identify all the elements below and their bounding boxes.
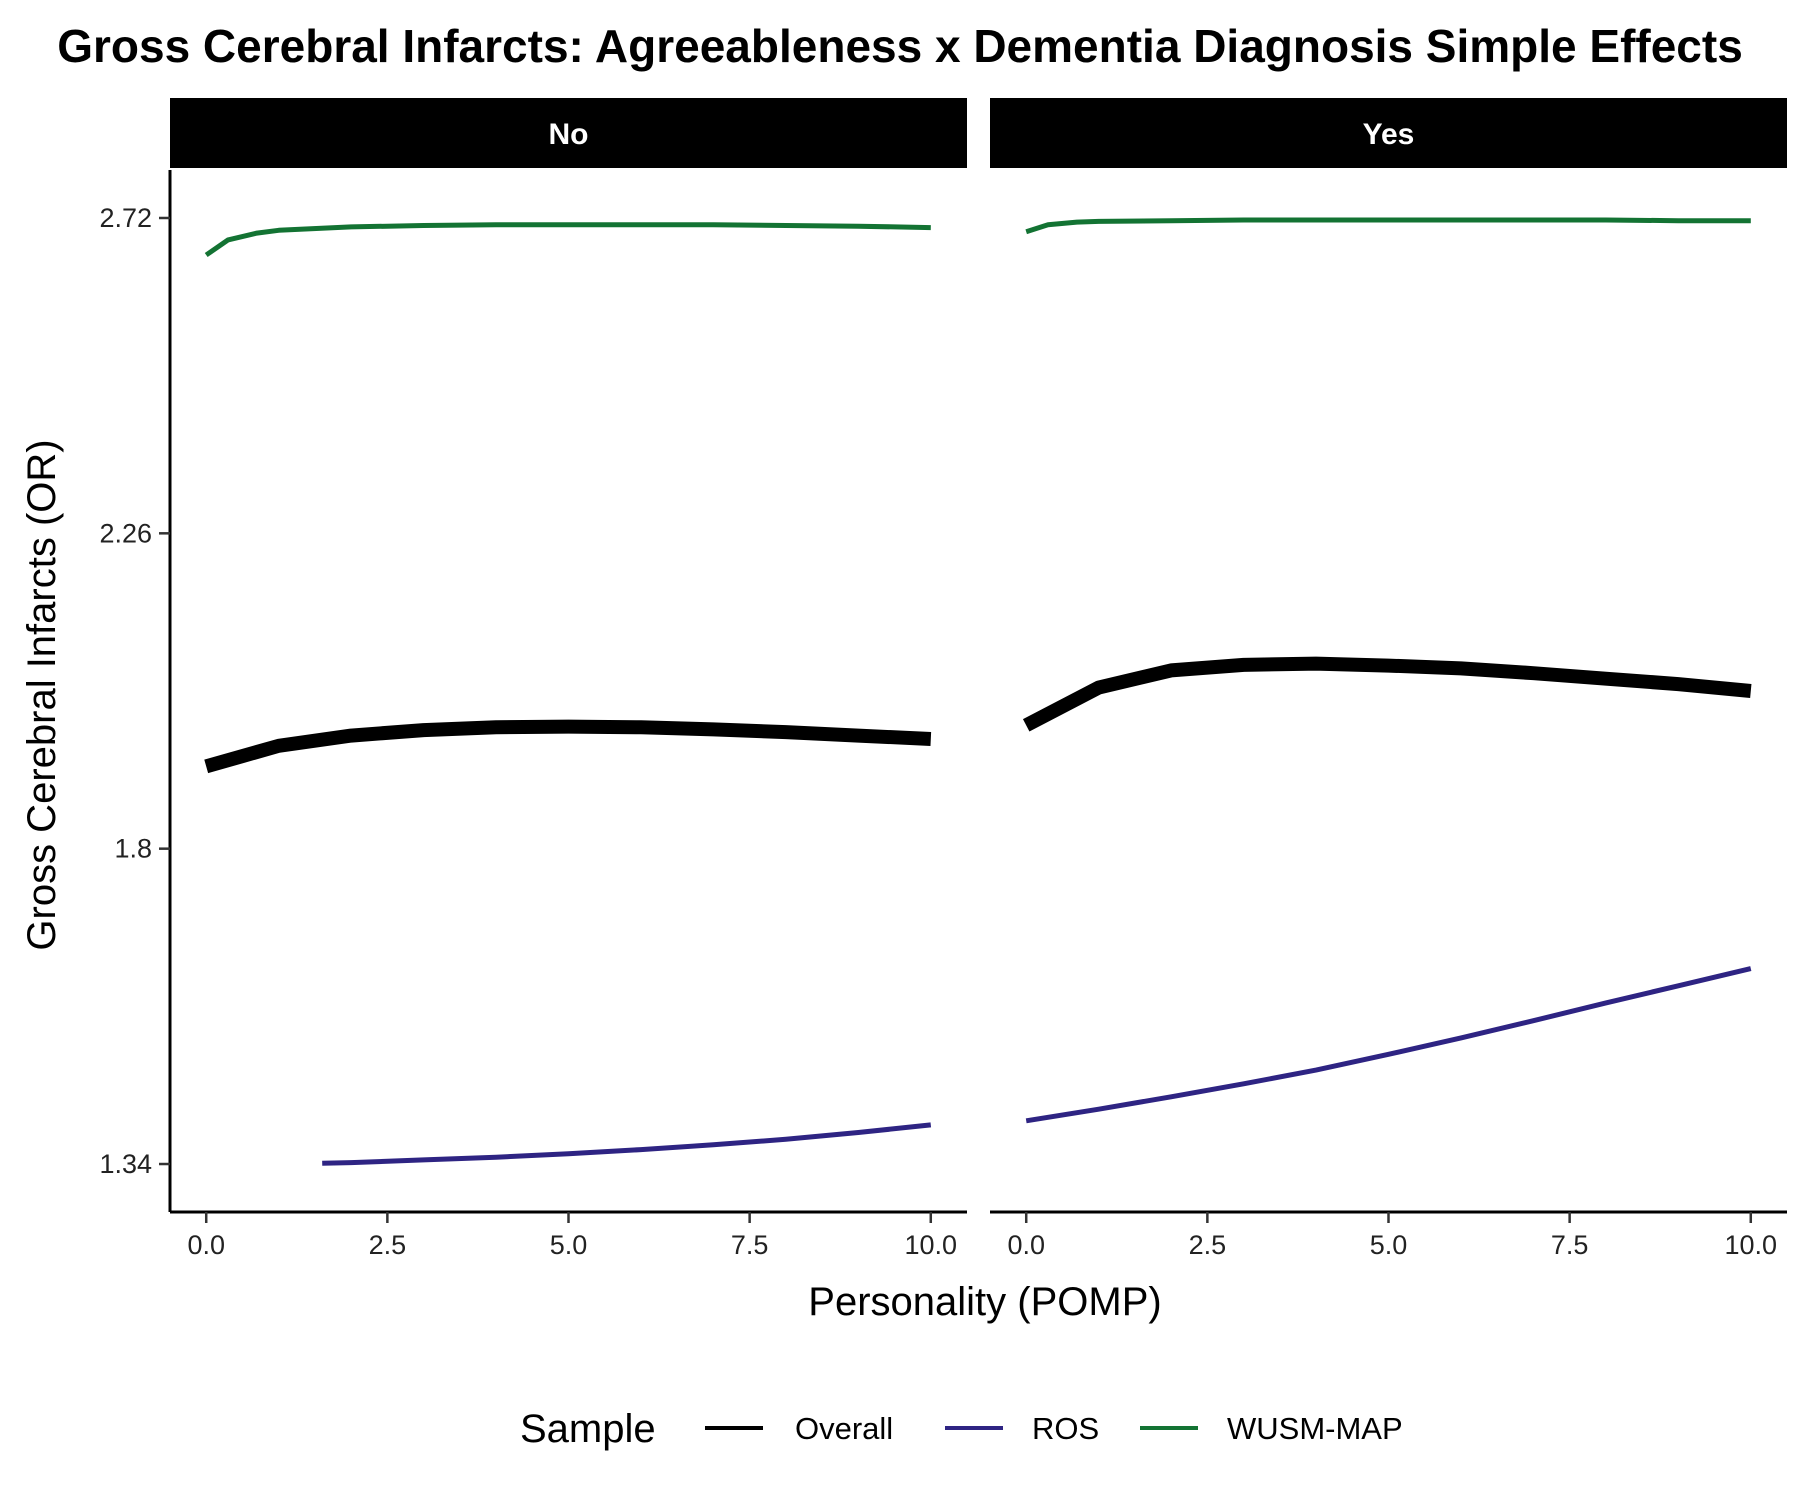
facet-strip — [170, 98, 967, 168]
y-axis-title: Gross Cerebral Infarcts (OR) — [20, 439, 64, 950]
x-tick-label: 7.5 — [731, 1230, 769, 1260]
x-tick-label: 7.5 — [1551, 1230, 1589, 1260]
legend-label-overall: Overall — [795, 1411, 893, 1446]
x-tick-label: 10.0 — [1724, 1230, 1777, 1260]
legend: Sample Overall ROS WUSM-MAP — [520, 1407, 1403, 1451]
series-line-wusm-map — [1025, 217, 1751, 235]
facet-strip-label: Yes — [1363, 118, 1415, 151]
y-tick-label: 2.26 — [99, 518, 152, 548]
chart-title: Gross Cerebral Infarcts: Agreeableness x… — [57, 20, 1743, 72]
series-line-overall — [204, 719, 932, 774]
y-tick-label: 1.8 — [114, 834, 152, 864]
x-tick-label: 2.5 — [369, 1230, 407, 1260]
facet-panel-no: No 0.0 2.5 5.0 7.5 10.0 1.34 1.8 2.26 2.72 — [99, 98, 967, 1260]
x-tick-label: 10.0 — [904, 1230, 957, 1260]
x-tick-label: 0.0 — [187, 1230, 225, 1260]
facet-strip-label: No — [549, 118, 589, 151]
x-tick-label: 0.0 — [1007, 1230, 1045, 1260]
y-tick-label: 1.34 — [99, 1149, 152, 1179]
y-tick-label: 2.72 — [99, 203, 152, 233]
facet-panel-yes: Yes 0.0 2.5 5.0 7.5 10.0 — [990, 98, 1787, 1260]
series-line-ros — [322, 1122, 932, 1166]
x-axis-title: Personality (POMP) — [808, 1280, 1161, 1324]
facet-strip — [990, 98, 1787, 168]
facets: No 0.0 2.5 5.0 7.5 10.0 1.34 1.8 2.26 2.72 Yes 0.0 2… — [99, 98, 1787, 1260]
legend-title: Sample — [520, 1407, 656, 1451]
series-line-ros — [1025, 966, 1752, 1124]
series-line-wusm-map — [204, 222, 931, 258]
x-tick-label: 5.0 — [550, 1230, 588, 1260]
legend-label-ros: ROS — [1032, 1411, 1099, 1446]
series-line-overall — [1022, 656, 1752, 732]
legend-label-wusm-map: WUSM-MAP — [1227, 1411, 1403, 1446]
x-tick-label: 5.0 — [1370, 1230, 1408, 1260]
x-tick-label: 2.5 — [1189, 1230, 1227, 1260]
